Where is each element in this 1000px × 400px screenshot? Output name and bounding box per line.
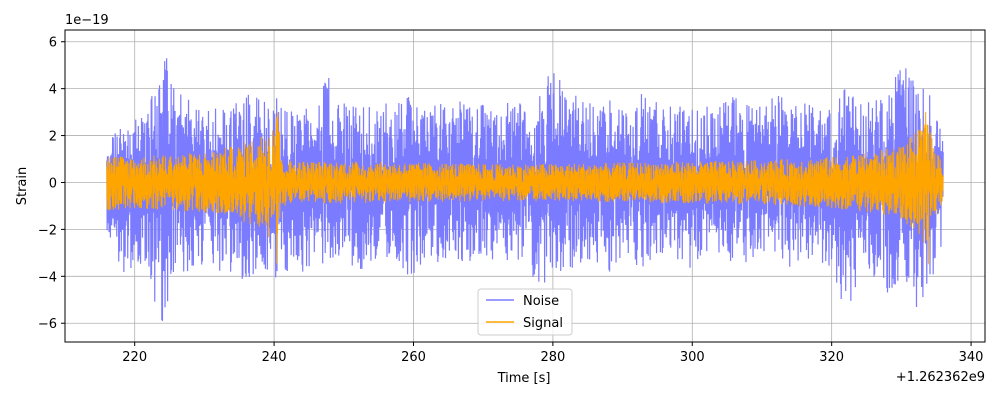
x-tick-label: 280 (540, 350, 565, 365)
x-tick-label: 240 (262, 350, 287, 365)
x-axis-label: Time [s] (497, 371, 551, 386)
x-tick-label: 220 (122, 350, 147, 365)
series-layer (106, 58, 944, 321)
y-axis-label: Strain (15, 167, 30, 206)
x-tick-label: 320 (819, 350, 844, 365)
x-tick-label: 300 (680, 350, 705, 365)
y-tick-label: −2 (38, 223, 57, 238)
y-tick-label: 4 (49, 83, 57, 98)
plot-frame (64, 29, 986, 343)
x-tick-label: 340 (959, 350, 984, 365)
legend-label-signal: Signal (523, 316, 563, 331)
x-offset-text: +1.262362e9 (896, 370, 985, 385)
y-tick-label: −6 (38, 317, 57, 332)
y-tick-label: −4 (38, 270, 57, 285)
x-tick-label: 260 (401, 350, 426, 365)
legend-label-noise: Noise (523, 294, 559, 309)
signal-series-line (106, 112, 944, 265)
plot-area (106, 58, 944, 321)
y-tick-label: 0 (49, 176, 57, 191)
ticks: 220 240 260 280 300 320 340 −6 −4 −2 0 2 4 6 (38, 36, 984, 365)
legend: Noise Signal (477, 288, 573, 336)
y-tick-label: 6 (49, 36, 57, 51)
y-tick-label: 2 (49, 130, 57, 145)
y-scale-text: 1e−19 (65, 13, 109, 28)
